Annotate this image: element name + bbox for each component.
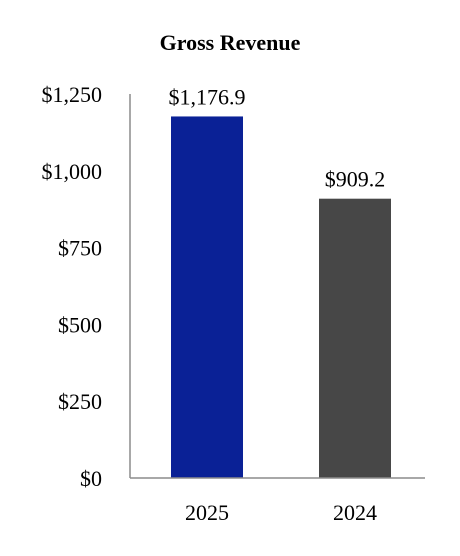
data-label-2024: $909.2 — [325, 167, 386, 192]
data-label-2025: $1,176.9 — [169, 84, 246, 109]
chart-title: Gross Revenue — [160, 30, 301, 55]
bar-2024 — [319, 198, 391, 478]
bars-group — [171, 116, 391, 478]
x-tick-label-2025: 2025 — [185, 500, 229, 525]
y-axis-ticks: $0 $250 $500 $750 $1,000 $1,250 — [42, 82, 103, 491]
y-tick-label: $750 — [58, 236, 102, 261]
y-tick-label: $1,250 — [42, 82, 103, 107]
y-tick-label: $1,000 — [42, 159, 103, 184]
data-labels-group: $1,176.9 $909.2 — [169, 84, 386, 191]
x-tick-label-2024: 2024 — [333, 500, 377, 525]
y-tick-label: $500 — [58, 312, 102, 337]
y-tick-label: $250 — [58, 389, 102, 414]
y-tick-label: $0 — [80, 466, 102, 491]
bar-2025 — [171, 116, 243, 478]
x-axis-ticks: 2025 2024 — [185, 500, 377, 525]
